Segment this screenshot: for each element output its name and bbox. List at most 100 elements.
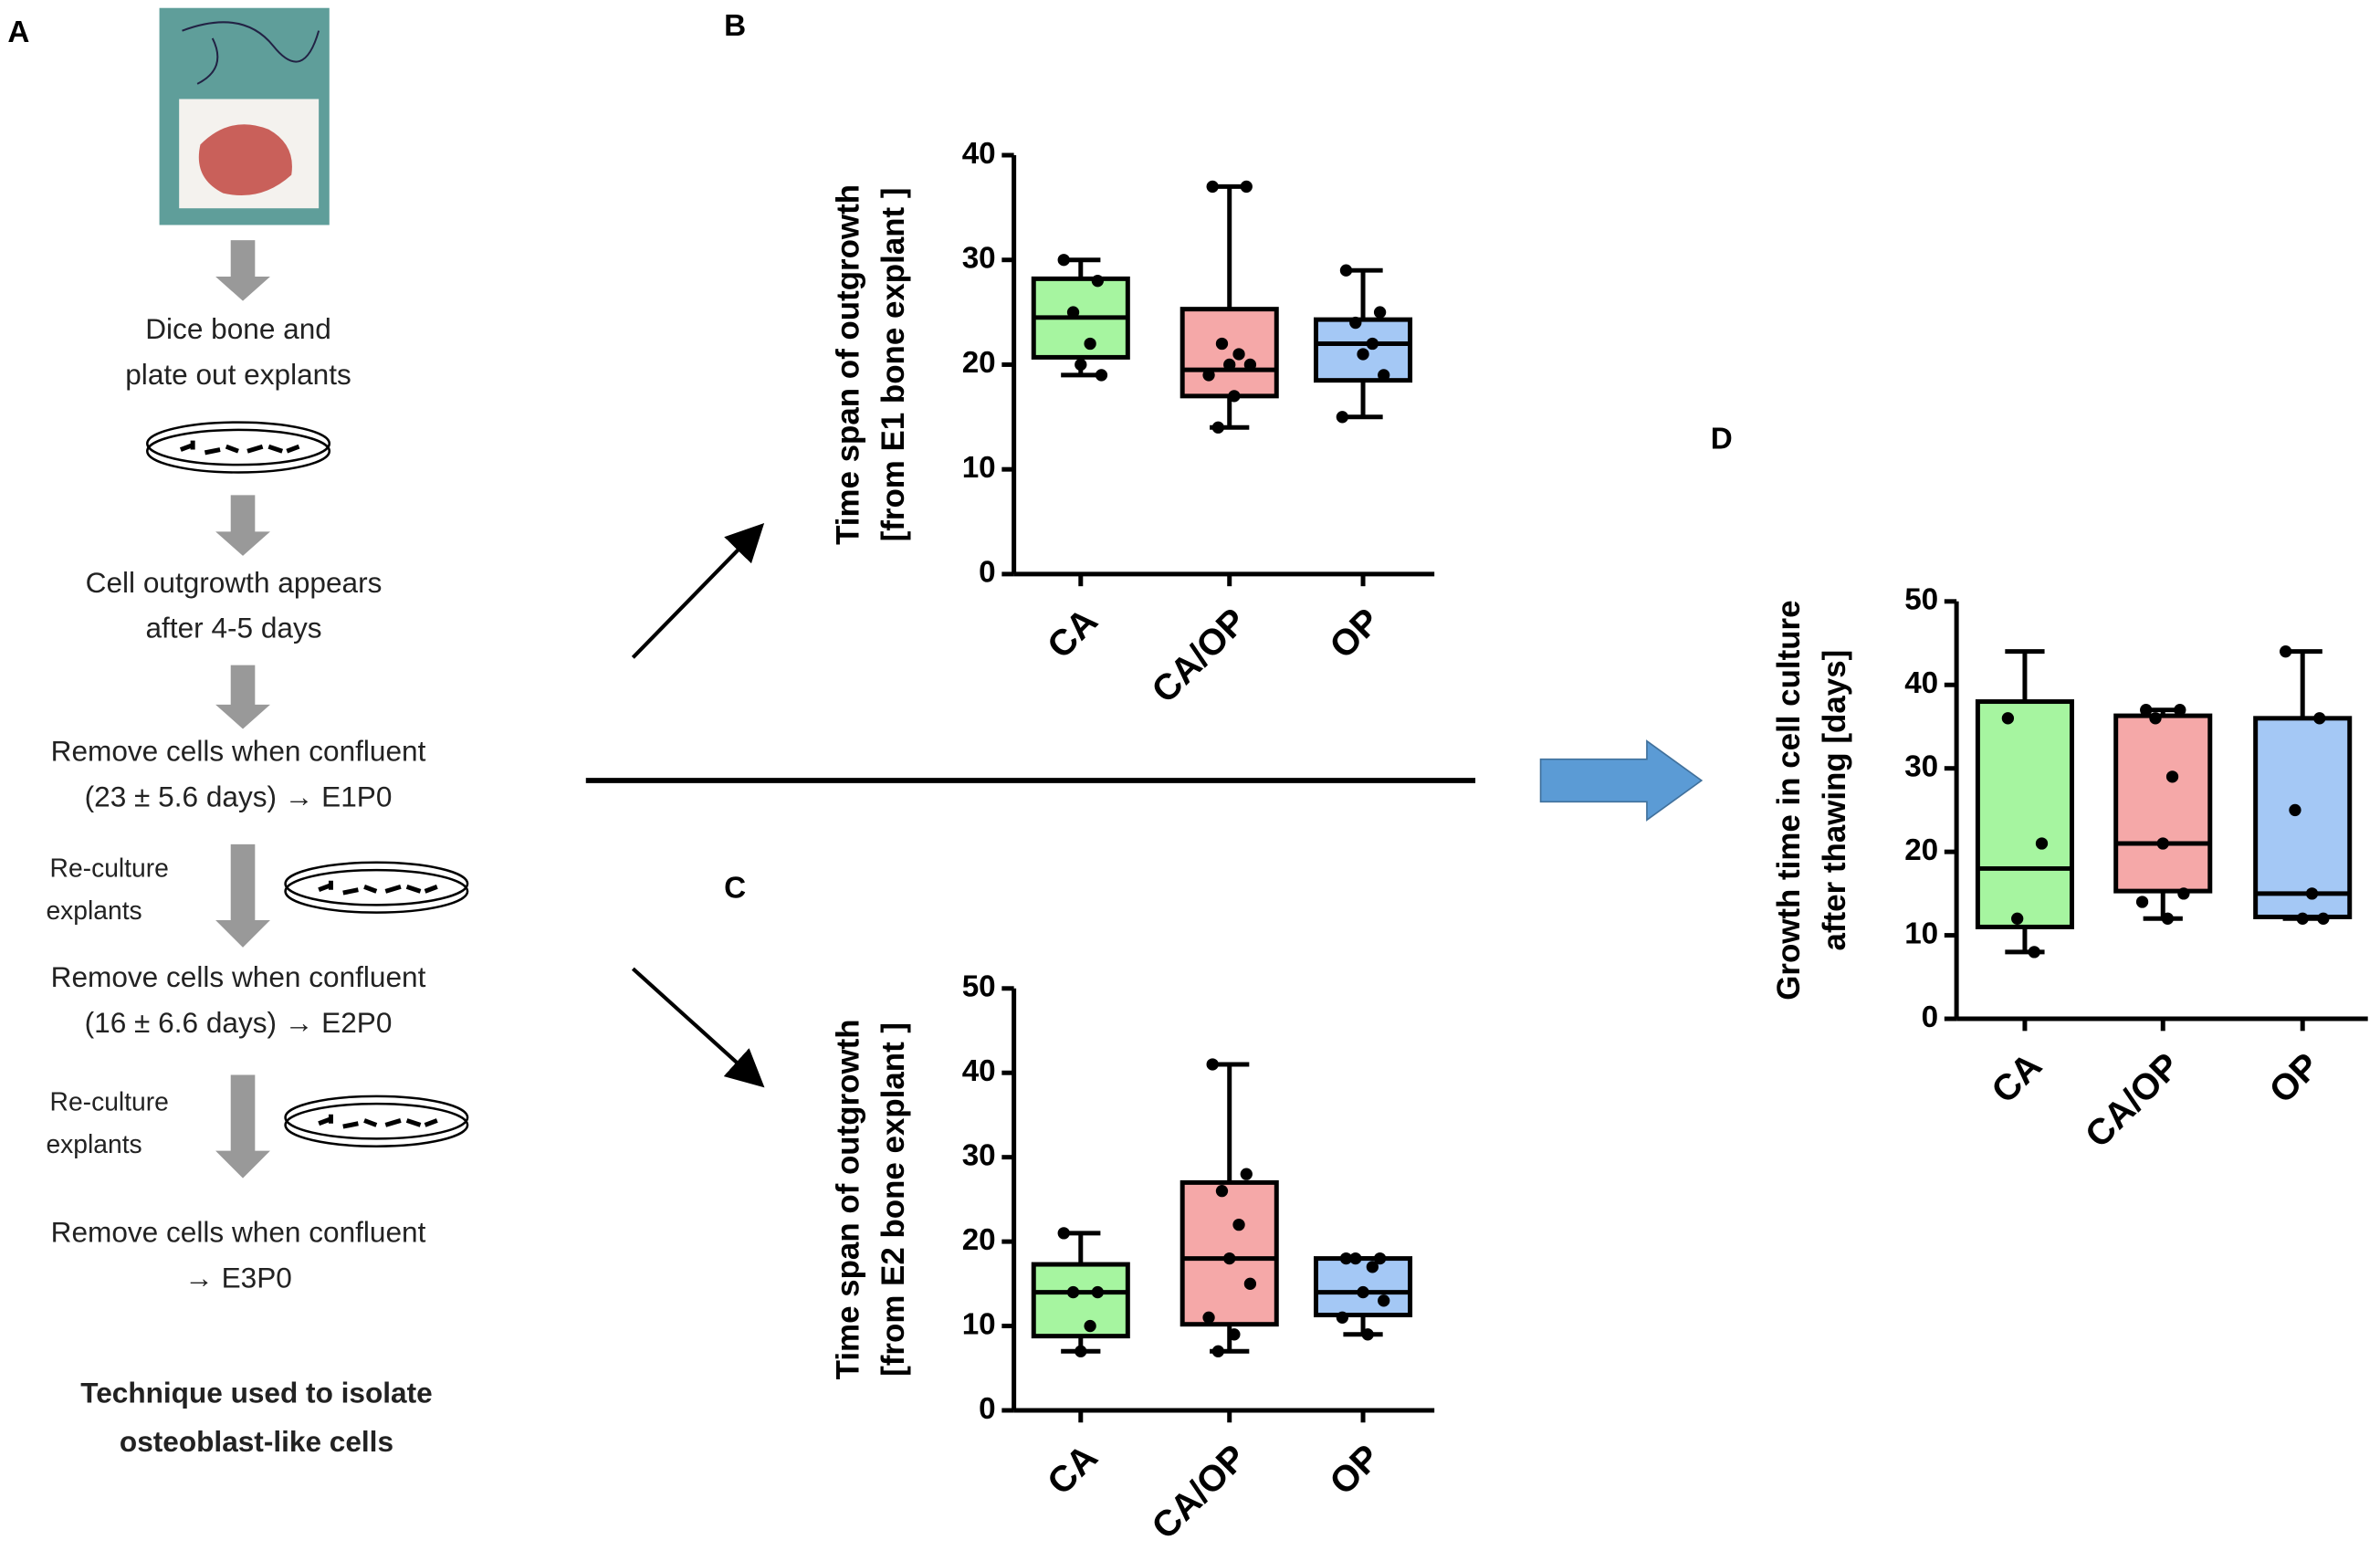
data-point — [2305, 887, 2319, 900]
block-arrow — [1539, 739, 1704, 822]
data-point — [2165, 770, 2179, 783]
data-point — [1378, 1294, 1390, 1307]
y-tick-label: 20 — [962, 346, 996, 380]
data-point — [1202, 369, 1215, 382]
y-tick-label: 10 — [962, 451, 996, 485]
x-tick-label: CA/OP — [1144, 601, 1253, 710]
reculture-text: explants — [46, 1129, 142, 1158]
data-point — [1240, 180, 1253, 194]
data-point — [1211, 421, 1225, 434]
step-text: (16 ± 6.6 days) → E2P0 — [85, 1006, 393, 1039]
data-point — [1228, 1328, 1241, 1341]
y-axis-label: Time span of outgrowth — [830, 184, 865, 545]
panel-letter: B — [724, 9, 746, 43]
data-point — [1240, 1168, 1253, 1180]
data-point — [1243, 358, 1257, 372]
reculture-text: Re-culture — [50, 1087, 169, 1116]
x-tick-label: OP — [1322, 1437, 1388, 1503]
data-point — [1373, 306, 1387, 319]
y-tick-label: 50 — [962, 970, 996, 1004]
data-point — [1075, 1345, 1087, 1357]
reculture-text: explants — [46, 896, 142, 925]
x-tick-label: OP — [1322, 601, 1388, 666]
data-point — [1215, 1184, 1229, 1198]
data-point — [1373, 1252, 1387, 1265]
data-point — [1211, 1345, 1225, 1357]
panel-letter: A — [7, 16, 29, 49]
step-text: → E3P0 — [184, 1261, 292, 1294]
y-tick-label: 0 — [979, 1392, 996, 1426]
step-text: Dice bone and — [145, 312, 331, 345]
x-tick-label: CA — [1984, 1045, 2050, 1111]
data-point — [1057, 254, 1070, 267]
data-point — [2135, 896, 2149, 908]
x-tick-label: OP — [2261, 1045, 2327, 1111]
data-point — [1361, 1328, 1374, 1341]
data-point — [1206, 180, 1219, 194]
data-point — [1243, 1277, 1257, 1290]
flow-arrows — [215, 240, 270, 1179]
box — [1975, 699, 2074, 929]
data-point — [1202, 1311, 1215, 1324]
arrow — [631, 967, 765, 1088]
data-point — [2028, 946, 2040, 959]
x-tick-label: CA — [1040, 601, 1106, 666]
y-tick-label: 30 — [962, 242, 996, 276]
y-tick-label: 50 — [1904, 583, 1938, 617]
y-tick-label: 10 — [1904, 917, 1938, 950]
data-point — [1223, 358, 1236, 372]
caption: osteoblast-like cells — [120, 1425, 393, 1458]
data-point — [2313, 712, 2326, 725]
data-point — [1095, 369, 1108, 382]
step-text: Remove cells when confluent — [51, 734, 426, 767]
data-point — [1349, 1252, 1362, 1265]
step-text: Remove cells when confluent — [51, 1215, 426, 1248]
data-point — [1378, 369, 1390, 382]
data-point — [1366, 1261, 1379, 1273]
data-point — [2280, 645, 2292, 658]
data-point — [1075, 358, 1087, 372]
step-text: plate out explants — [125, 358, 351, 391]
data-point — [1339, 1252, 1353, 1265]
step-text: Remove cells when confluent — [51, 960, 426, 993]
y-tick-label: 0 — [1922, 1001, 1939, 1034]
data-point — [2296, 912, 2309, 925]
data-point — [2001, 712, 2015, 725]
y-axis-label: [from E2 bone explant ] — [875, 1022, 911, 1377]
y-tick-label: 20 — [1904, 833, 1938, 867]
data-point — [2140, 704, 2153, 717]
data-point — [1232, 1218, 1245, 1231]
data-point — [1339, 264, 1353, 277]
data-point — [2149, 712, 2162, 725]
x-tick-label: CA/OP — [2078, 1045, 2187, 1155]
data-point — [1066, 306, 1080, 319]
y-axis-label: Growth time in cell culture — [1771, 600, 1807, 1000]
y-tick-label: 10 — [962, 1307, 996, 1341]
y-tick-label: 30 — [962, 1138, 996, 1172]
step-text: after 4-5 days — [146, 612, 322, 644]
x-tick-label: CA/OP — [1144, 1437, 1253, 1546]
box — [1031, 1262, 1130, 1339]
data-point — [1336, 411, 1349, 424]
data-point — [2156, 837, 2169, 850]
box — [2253, 716, 2353, 919]
data-point — [1057, 1227, 1070, 1240]
y-axis-label: [from E1 bone explant ] — [875, 187, 911, 541]
data-point — [2289, 803, 2301, 817]
data-point — [2174, 704, 2186, 717]
x-tick-label: CA — [1040, 1437, 1106, 1503]
data-point — [1223, 1252, 1236, 1265]
y-axis-label: Time span of outgrowth — [830, 1019, 865, 1379]
box — [1180, 307, 1279, 399]
box — [1314, 1256, 1413, 1318]
data-point — [1232, 348, 1245, 361]
data-point — [1215, 337, 1229, 351]
y-tick-label: 30 — [1904, 749, 1938, 783]
data-point — [1206, 1058, 1219, 1071]
step-text: Cell outgrowth appears — [86, 566, 383, 599]
panel-letter: C — [724, 871, 746, 905]
caption: Technique used to isolate — [80, 1377, 432, 1409]
arrow — [631, 523, 765, 659]
data-point — [1349, 316, 1362, 330]
